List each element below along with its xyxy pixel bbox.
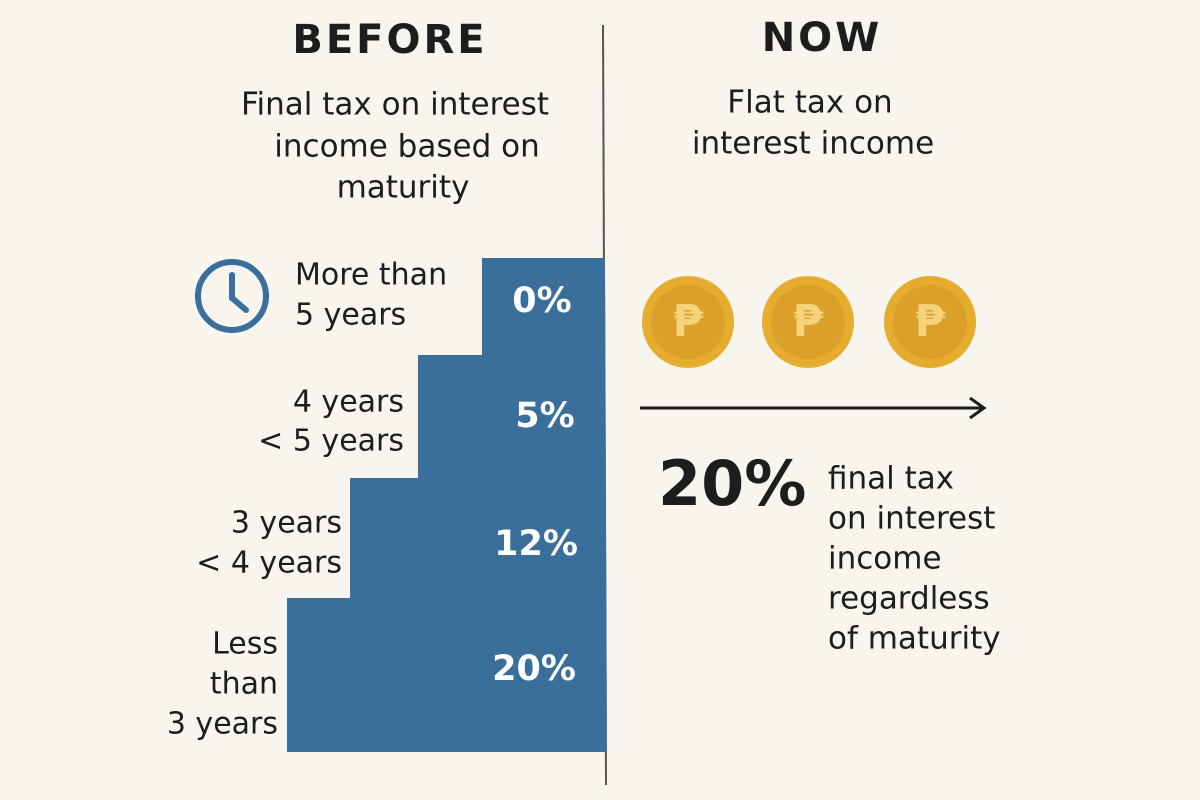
- now-title: NOW: [762, 15, 883, 61]
- before-title: BEFORE: [292, 17, 487, 63]
- flat-note: on interest: [828, 501, 995, 537]
- clock-icon: [195, 259, 269, 333]
- tier-rate: 0%: [512, 281, 571, 321]
- tier-label: 3 years: [231, 506, 342, 541]
- flat-note: regardless: [828, 581, 990, 617]
- coin: ₱: [884, 276, 976, 368]
- coin-symbol: ₱: [673, 296, 704, 347]
- now-subtitle: interest income: [692, 126, 934, 162]
- tier-label: 4 years: [293, 385, 404, 420]
- clock-hands: [229, 272, 249, 313]
- coin-face: [771, 285, 845, 359]
- coin: ₱: [642, 276, 734, 368]
- coin-face: [651, 285, 725, 359]
- before-subtitle: Final tax on interest: [241, 87, 549, 123]
- tier-label: than: [210, 667, 278, 702]
- before-subtitle: maturity: [337, 170, 470, 206]
- tier-label: < 5 years: [258, 424, 404, 459]
- arrow-head: [969, 396, 987, 420]
- flat-rate: 20%: [658, 447, 806, 520]
- tier-rate: 12%: [494, 524, 578, 564]
- tier-label: Less: [212, 627, 278, 662]
- tier-label: 3 years: [167, 707, 278, 742]
- arrow: [640, 396, 987, 420]
- flat-note: final tax: [828, 461, 954, 497]
- tier-rate: 20%: [492, 649, 576, 689]
- tier-label: 5 years: [295, 298, 406, 333]
- staircase: [287, 258, 607, 752]
- before-subtitle: income based on: [274, 129, 539, 165]
- coin-symbol: ₱: [915, 296, 946, 347]
- coin-symbol: ₱: [793, 296, 824, 347]
- clock-face: [195, 259, 269, 333]
- tier-rate: 5%: [515, 396, 574, 436]
- tier-label: < 4 years: [196, 546, 342, 581]
- coin: ₱: [762, 276, 854, 368]
- flat-note: income: [828, 541, 942, 577]
- flat-note: of maturity: [828, 621, 1001, 657]
- coin-face: [893, 285, 967, 359]
- tier-label: More than: [295, 258, 447, 293]
- now-subtitle: Flat tax on: [727, 85, 892, 121]
